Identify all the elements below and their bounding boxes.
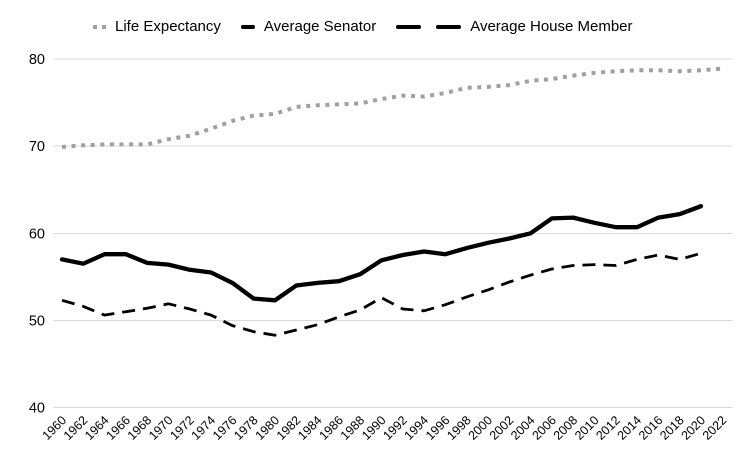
y-tick-label-40: 40 bbox=[29, 401, 45, 417]
x-tick-label-2022: 2022 bbox=[700, 413, 730, 443]
x-axis-tick-labels: 1960196219641966196819701972197419761978… bbox=[40, 413, 730, 443]
y-tick-label-60: 60 bbox=[29, 226, 45, 242]
legend-item-average-house-member: Average House Member bbox=[396, 18, 633, 35]
y-axis-tick-labels: 80 70 60 50 40 bbox=[29, 52, 45, 417]
y-tick-label-50: 50 bbox=[29, 313, 45, 329]
legend-label-average-senator: Average Senator bbox=[263, 18, 377, 35]
legend-label-average-house-member: Average House Member bbox=[470, 18, 633, 35]
series-line-average-house-member bbox=[59, 204, 704, 303]
dotted-line-swatch-icon bbox=[93, 25, 106, 29]
y-tick-label-80: 80 bbox=[29, 52, 45, 68]
series-line-life-expectancy bbox=[61, 66, 723, 149]
gridlines bbox=[53, 58, 733, 408]
solid-line-swatch-icon bbox=[396, 24, 462, 30]
legend-item-average-senator: Average Senator bbox=[240, 18, 377, 35]
dashed-line-swatch-icon bbox=[240, 25, 255, 29]
series-line-average-senator bbox=[61, 251, 702, 337]
series-lines bbox=[59, 66, 723, 337]
legend-item-life-expectancy: Life Expectancy bbox=[93, 19, 221, 35]
y-tick-label-70: 70 bbox=[29, 139, 45, 155]
chart-legend: Life Expectancy Average Senator Average … bbox=[93, 19, 633, 35]
legend-label-life-expectancy: Life Expectancy bbox=[115, 18, 221, 35]
